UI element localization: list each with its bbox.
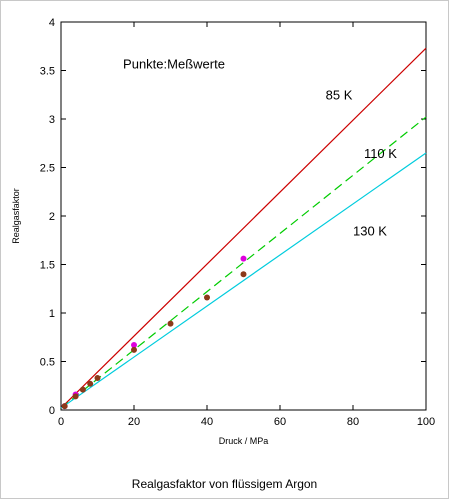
data-point	[167, 320, 174, 327]
series-line-130-k	[60, 152, 427, 409]
data-point	[61, 403, 68, 410]
y-axis-label: Realgasfaktor	[11, 188, 21, 244]
y-tick-label: 0.5	[40, 357, 55, 369]
x-tick-label: 100	[417, 416, 435, 428]
x-tick-label: 40	[201, 416, 213, 428]
y-tick-label: 0	[49, 405, 55, 417]
y-tick-label: 4	[49, 17, 55, 29]
series-line-85-k	[60, 47, 427, 409]
y-tick-label: 2	[49, 211, 55, 223]
x-tick-label: 60	[274, 416, 286, 428]
data-point	[87, 380, 94, 387]
data-point	[240, 255, 247, 262]
y-tick-label: 2.5	[40, 163, 55, 175]
y-tick-label: 1	[49, 308, 55, 320]
chart: 0 20 40 60 80 100 0 0.5 1 1.5 2 2.5 3 3.5 4 Druck / MPa…	[11, 17, 435, 446]
annotation-text: Punkte:Meßwerte	[123, 57, 225, 72]
data-point	[72, 393, 79, 400]
series-label: 85 K	[326, 88, 353, 103]
data-point	[131, 346, 137, 353]
data-point	[240, 271, 247, 278]
series-line-110-k	[60, 116, 427, 409]
data-point	[204, 294, 210, 301]
figure-caption: Realgasfaktor von flüssigem Argon	[131, 477, 318, 491]
x-tick-label: 80	[347, 416, 359, 428]
y-tick-label: 3	[49, 114, 55, 126]
series-label: 110 K	[364, 146, 397, 161]
y-tick-label: 1.5	[40, 260, 55, 272]
y-tick-label: 3.5	[40, 66, 55, 78]
data-point	[94, 374, 101, 381]
data-point	[131, 342, 137, 349]
data-point	[79, 386, 86, 393]
x-axis-label: Druck / MPa	[219, 436, 269, 446]
x-tick-label: 0	[58, 416, 64, 428]
plot-area-border	[60, 21, 427, 411]
series-label: 130 K	[353, 223, 387, 238]
x-tick-label: 20	[128, 416, 140, 428]
